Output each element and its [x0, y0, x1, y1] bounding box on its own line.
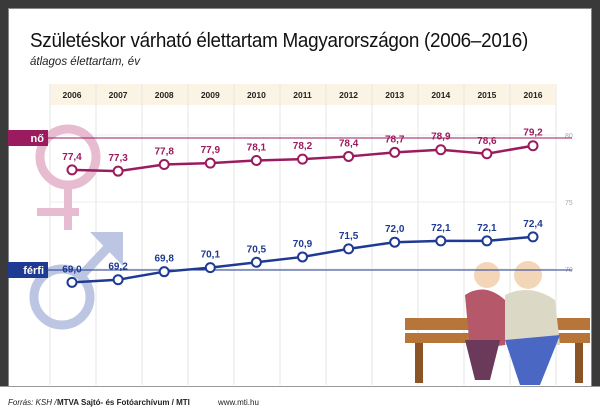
data-point — [250, 154, 262, 166]
male-symbol-icon — [90, 232, 123, 266]
x-tick-label: 2009 — [201, 90, 220, 100]
data-label: 77,4 — [62, 152, 82, 163]
data-point — [204, 157, 216, 169]
y-tick-label: 80 — [565, 133, 573, 140]
data-label: 69,2 — [108, 262, 128, 273]
data-label: 79,2 — [523, 128, 543, 139]
data-label: 72,4 — [523, 219, 543, 230]
data-point — [481, 235, 493, 247]
female-symbol-icon — [37, 208, 79, 216]
elderly-man-illustration — [514, 261, 542, 289]
source-label: Forrás: KSH / — [8, 398, 57, 407]
data-point — [250, 256, 262, 268]
data-label: 71,5 — [339, 231, 359, 242]
data-label: 70,9 — [293, 239, 313, 250]
data-point — [66, 276, 78, 288]
data-point — [527, 231, 539, 243]
chart-subtitle: átlagos élettartam, év — [30, 56, 140, 68]
elderly-woman-illustration — [474, 262, 500, 288]
data-point — [435, 144, 447, 156]
x-tick-label: 2016 — [524, 90, 543, 100]
data-label: 78,9 — [431, 132, 451, 143]
data-point — [435, 235, 447, 247]
elderly-man-illustration — [505, 335, 560, 385]
series-label: nő — [31, 133, 45, 145]
data-point — [343, 243, 355, 255]
x-tick-label: 2013 — [385, 90, 404, 100]
elderly-man-illustration — [505, 290, 560, 345]
series-label-box — [8, 130, 48, 146]
agency-label: MTVA Sajtó- és Fotóarchívum / MTI — [57, 398, 190, 407]
data-label: 78,2 — [293, 141, 313, 152]
x-tick-label: 2012 — [339, 90, 358, 100]
data-label: 78,7 — [385, 134, 405, 145]
data-label: 77,8 — [154, 146, 174, 157]
data-label: 70,5 — [247, 244, 267, 255]
data-label: 70,1 — [201, 250, 221, 261]
female-symbol-icon — [64, 185, 72, 230]
bench-illustration — [415, 343, 423, 383]
x-tick-label: 2007 — [109, 90, 128, 100]
chart-title: Születéskor várható élettartam Magyarors… — [30, 29, 528, 52]
data-point — [343, 150, 355, 162]
y-tick-label: 75 — [565, 200, 573, 207]
data-label: 78,6 — [477, 136, 497, 147]
url-link[interactable]: www.mti.hu — [218, 398, 259, 407]
x-tick-label: 2010 — [247, 90, 266, 100]
data-point — [112, 274, 124, 286]
data-point — [481, 148, 493, 160]
data-label: 72,1 — [431, 223, 451, 234]
elderly-woman-illustration — [465, 340, 500, 380]
data-label: 69,8 — [154, 254, 174, 265]
bench-illustration — [575, 343, 583, 383]
data-point — [297, 251, 308, 263]
data-point — [204, 262, 216, 274]
male-symbol-icon — [29, 264, 95, 330]
data-point — [158, 266, 170, 278]
x-tick-label: 2008 — [155, 90, 174, 100]
year-band — [50, 84, 555, 105]
data-point — [389, 146, 401, 158]
data-label: 77,9 — [201, 145, 221, 156]
series-label: férfi — [23, 265, 44, 277]
data-point — [297, 153, 308, 165]
data-label: 69,0 — [62, 264, 82, 275]
data-label: 78,1 — [247, 142, 267, 153]
data-label: 72,1 — [477, 223, 497, 234]
data-label: 72,0 — [385, 224, 405, 235]
data-label: 78,4 — [339, 138, 359, 149]
data-point — [66, 164, 78, 176]
series-label-box — [8, 262, 48, 278]
x-tick-label: 2011 — [293, 90, 312, 100]
x-tick-label: 2014 — [431, 90, 450, 100]
x-tick-label: 2006 — [63, 90, 82, 100]
x-tick-label: 2015 — [477, 90, 496, 100]
data-label: 77,3 — [108, 153, 128, 164]
data-point — [112, 165, 124, 177]
data-point — [527, 140, 539, 152]
data-point — [389, 236, 401, 248]
elderly-woman-illustration — [465, 289, 505, 350]
footer — [0, 386, 600, 415]
data-point — [158, 158, 170, 170]
